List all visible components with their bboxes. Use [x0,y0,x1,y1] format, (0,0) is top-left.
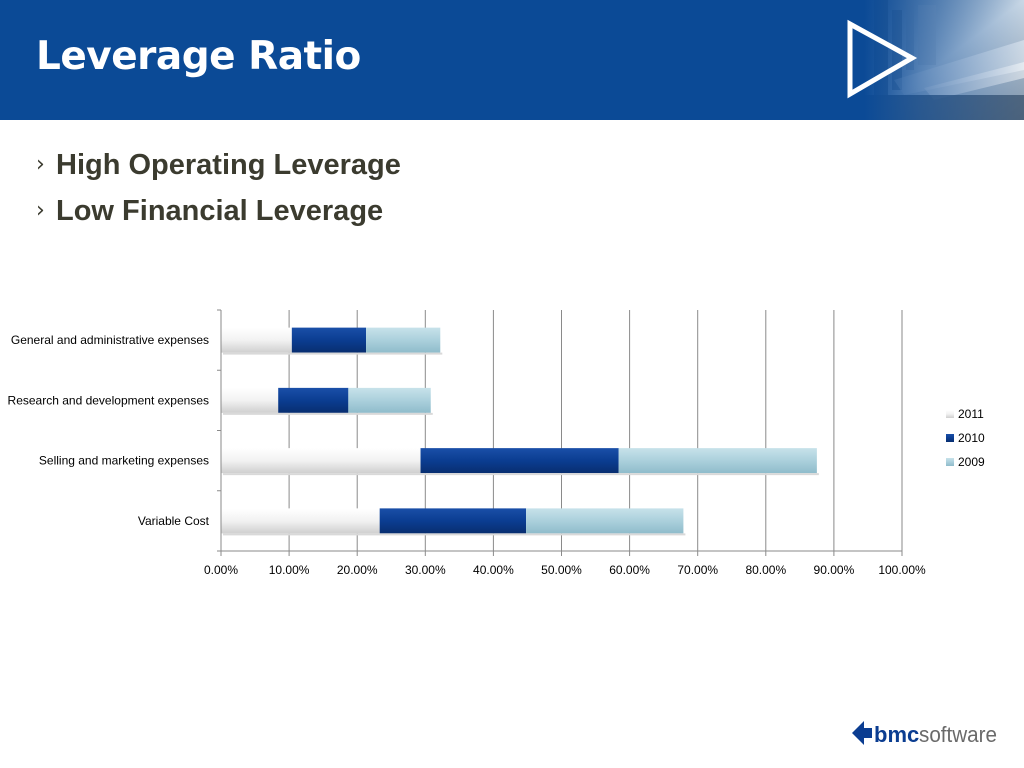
x-tick-label: 0.00% [204,563,238,577]
chevron-right-icon: › [36,151,45,177]
header-city-image [847,0,1024,120]
bullet-label: Low Financial Leverage [56,194,384,227]
bar-2011 [221,387,279,413]
legend-swatch [946,410,954,418]
x-tick-label: 30.00% [405,563,446,577]
category-label: Selling and marketing expenses [39,454,209,468]
bar-shadow [223,412,433,415]
bar-shadow [223,473,819,476]
legend-swatch [946,458,954,466]
x-tick-label: 90.00% [814,563,855,577]
leverage-bar-chart: 0.00% 10.00% 20.00% 30.00% 40.00% 50.00% 60.00… [8,309,985,577]
bar-2009 [366,327,441,353]
bar-shadow [223,352,443,355]
logo-text-regular: software [919,722,997,747]
x-tick-label: 50.00% [541,563,582,577]
bar-2011 [221,327,292,353]
x-tick-label: 40.00% [473,563,514,577]
x-tick-label: 10.00% [269,563,310,577]
legend-label: 2010 [958,431,985,445]
bar-2011 [221,448,421,474]
legend-label: 2009 [958,455,985,469]
bar-2010 [420,448,619,474]
bar-2010 [291,327,367,353]
legend-swatch [946,434,954,442]
x-tick-label: 80.00% [745,563,786,577]
legend-label: 2011 [958,407,984,421]
bar-2009 [348,387,431,413]
logo-text-bold: bmc [874,722,919,747]
slide-title: Leverage Ratio [36,34,361,79]
bar-2009 [526,508,684,534]
slide-header: Leverage Ratio [0,0,1024,120]
x-tick-label: 70.00% [677,563,718,577]
bmc-software-logo: bmc software [852,721,997,747]
bar-2010 [278,387,349,413]
x-tick-label: 100.00% [878,563,926,577]
play-triangle-icon [847,19,918,99]
x-tick-label: 20.00% [337,563,378,577]
logo-arrow-icon [852,721,872,745]
category-label: Variable Cost [138,514,210,528]
bullet-item: › High Operating Leverage [36,142,401,188]
chevron-right-icon: › [36,197,45,223]
category-label: Research and development expenses [8,393,209,407]
bullet-list: › High Operating Leverage › Low Financia… [36,142,401,234]
bullet-label: High Operating Leverage [56,148,401,181]
bar-2010 [379,508,527,534]
bullet-item: › Low Financial Leverage [36,188,401,234]
category-label: General and administrative expenses [11,333,209,347]
x-tick-label: 60.00% [609,563,650,577]
bar-shadow [223,533,686,536]
bar-2011 [221,508,380,534]
bar-2009 [618,448,817,474]
